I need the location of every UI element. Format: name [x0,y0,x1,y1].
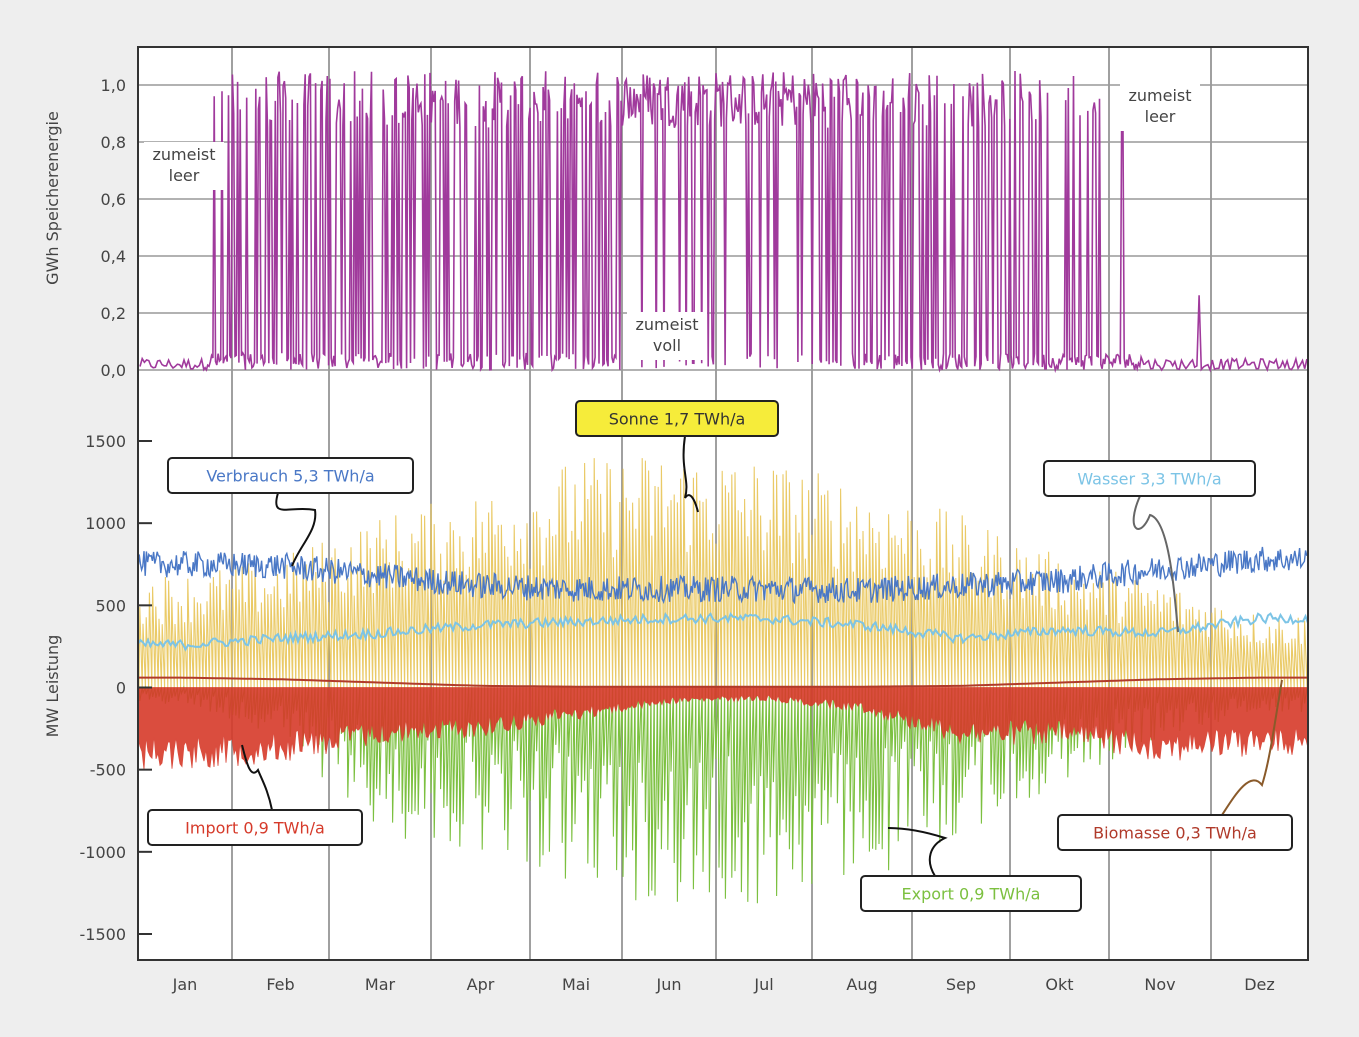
power-ytick-label: 500 [95,596,126,615]
series-label-box [860,875,1082,912]
month-label: Dez [1244,975,1275,994]
power-ytick-label: -1000 [80,843,127,862]
month-label: Jun [656,975,682,994]
callouts: Sonne 1,7 TWh/a Verbrauch 5,3 TWh/a Wasser… [147,400,1293,912]
month-label: Aug [846,975,877,994]
storage-annotation: zumeist [1128,86,1191,105]
storage-ytick-label: 0,0 [101,361,126,380]
annotation-bg [1120,83,1200,131]
annotation-bg [144,142,224,190]
biomasse-line [138,676,1308,688]
power-ytick-label: -1500 [80,925,127,944]
wasser-line [137,611,1309,652]
series-label-box [167,457,414,494]
storage-annotation: voll [653,336,681,355]
series-label-box [1057,814,1293,851]
verbrauch-line [137,546,1308,605]
callout-leader [1221,679,1283,816]
month-label: Jan [172,975,198,994]
storage-ylabel: GWh Speicherenergie [43,111,62,285]
month-label: Nov [1144,975,1175,994]
month-label: Okt [1045,975,1073,994]
power-ytick-label: 0 [116,679,126,698]
series-label: Export 0,9 TWh/a [902,885,1041,904]
month-label: Sep [946,975,976,994]
storage-annotation: leer [1145,107,1176,126]
storage-ytick-label: 0,6 [101,190,126,209]
series-label-box [147,809,363,846]
series-label-box [575,400,779,437]
storage-series [139,70,1308,374]
storage-energy-line [139,70,1308,374]
series-label: Wasser 3,3 TWh/a [1077,470,1221,489]
storage-ytick-label: 0,8 [101,133,126,152]
power-ytick-label: -500 [90,761,126,780]
axes [137,46,1309,961]
power-ytick-label: 1500 [85,432,126,451]
month-label: Feb [266,975,294,994]
power-ylabel: MW Leistung [43,635,62,738]
power-ytick-label: 1000 [85,514,126,533]
annotation-bg [627,312,707,360]
callout-leader [1132,495,1179,633]
labels: 0,0 0,2 0,4 0,6 0,8 1,0 1500 1000 500 0 -500 -1000 -… [43,76,1275,994]
month-label: Mai [562,975,590,994]
callout-leader [275,492,317,567]
plot-frame [137,46,1309,961]
series-label: Biomasse 0,3 TWh/a [1093,824,1257,843]
storage-annotation: leer [169,166,200,185]
callout-leader [887,827,948,877]
month-label: Mar [365,975,396,994]
storage-annotation: zumeist [635,315,698,334]
series-label: Sonne 1,7 TWh/a [609,410,746,429]
series-label: Import 0,9 TWh/a [185,819,325,838]
callout-leader [241,744,273,811]
import-area [137,687,1309,770]
month-label: Apr [467,975,495,994]
storage-ytick-label: 1,0 [101,76,126,95]
callout-leader [682,435,699,513]
series-label-box [1043,460,1256,497]
month-label: Jul [753,975,773,994]
storage-annotation: zumeist [152,145,215,164]
storage-ytick-label: 0,4 [101,247,126,266]
storage-ytick-label: 0,2 [101,304,126,323]
sonne-line [138,458,1309,688]
power-series [137,458,1309,904]
series-label: Verbrauch 5,3 TWh/a [206,467,374,486]
